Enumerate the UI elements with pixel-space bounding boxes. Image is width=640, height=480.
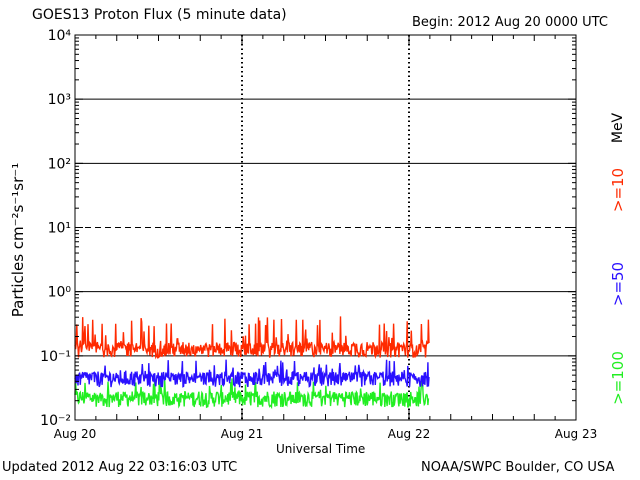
begin-time-label: Begin: 2012 Aug 20 0000 UTC [412, 15, 608, 30]
legend-series-10mev: >=10 [609, 167, 627, 213]
y-axis-label: Particles cm⁻²s⁻¹sr⁻¹ [9, 162, 27, 318]
series-100mev [74, 378, 430, 410]
y-tick-label: 10⁻¹ [40, 349, 71, 365]
x-tick-label: Aug 21 [221, 427, 264, 441]
y-tick-label: 10⁴ [48, 28, 72, 44]
legend-series-100mev: >=100 [609, 351, 627, 405]
y-tick-label: 10² [48, 156, 71, 172]
chart-title: GOES13 Proton Flux (5 minute data) [32, 7, 287, 23]
credit-label: NOAA/SWPC Boulder, CO USA [421, 460, 615, 475]
y-tick-label: 10⁰ [48, 285, 72, 301]
x-axis-label: Universal Time [276, 442, 366, 456]
x-tick-label: Aug 22 [388, 427, 431, 441]
legend-series-50mev: >=50 [609, 261, 627, 307]
x-tick-label: Aug 23 [555, 427, 598, 441]
y-tick-label: 10⁻² [40, 413, 71, 429]
updated-timestamp: Updated 2012 Aug 22 03:16:03 UTC [2, 460, 238, 475]
series-50mev [74, 359, 430, 388]
x-tick-label: Aug 20 [54, 427, 97, 441]
y-tick-label: 10³ [48, 92, 71, 108]
series-10mev [74, 316, 430, 360]
y-tick-label: 10¹ [48, 221, 71, 237]
